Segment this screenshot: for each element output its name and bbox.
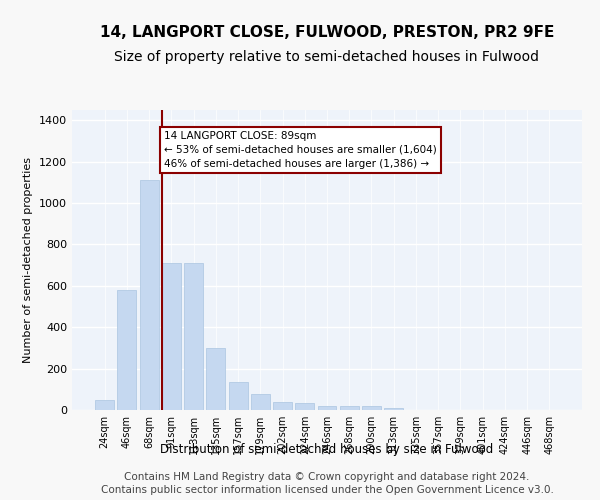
- Bar: [362, 406, 381, 410]
- Text: Contains HM Land Registry data © Crown copyright and database right 2024.: Contains HM Land Registry data © Crown c…: [124, 472, 530, 482]
- Text: Contains public sector information licensed under the Open Government Licence v3: Contains public sector information licen…: [101, 485, 553, 495]
- Bar: [162, 263, 181, 410]
- Bar: [295, 403, 314, 410]
- Bar: [317, 406, 337, 410]
- Bar: [140, 180, 158, 410]
- Text: Distribution of semi-detached houses by size in Fulwood: Distribution of semi-detached houses by …: [160, 444, 494, 456]
- Bar: [251, 394, 270, 410]
- Bar: [384, 408, 403, 410]
- Bar: [206, 348, 225, 410]
- Bar: [118, 290, 136, 410]
- Text: Size of property relative to semi-detached houses in Fulwood: Size of property relative to semi-detach…: [115, 50, 539, 64]
- Bar: [340, 406, 359, 410]
- Bar: [229, 382, 248, 410]
- Text: 14 LANGPORT CLOSE: 89sqm
← 53% of semi-detached houses are smaller (1,604)
46% o: 14 LANGPORT CLOSE: 89sqm ← 53% of semi-d…: [164, 130, 437, 168]
- Bar: [273, 402, 292, 410]
- Text: 14, LANGPORT CLOSE, FULWOOD, PRESTON, PR2 9FE: 14, LANGPORT CLOSE, FULWOOD, PRESTON, PR…: [100, 25, 554, 40]
- Bar: [184, 263, 203, 410]
- Y-axis label: Number of semi-detached properties: Number of semi-detached properties: [23, 157, 34, 363]
- Bar: [95, 400, 114, 410]
